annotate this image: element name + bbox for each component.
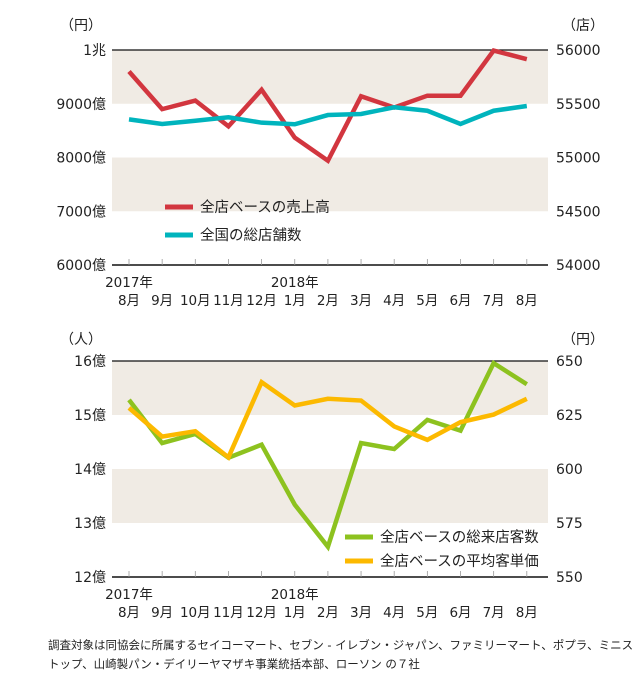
x-tick-label: 11月 [213,293,244,309]
grid-band [112,50,548,104]
x-tick-label: 5月 [416,293,438,309]
year-label: 2017年 [105,587,153,603]
legend-label: 全国の総店舗数 [200,226,302,244]
x-tick-label: 8月 [516,605,538,621]
right-axis-unit: （円） [562,332,604,348]
x-tick-label: 4月 [383,293,405,309]
left-tick-label: 14億 [74,462,106,478]
right-tick-label: 55000 [556,151,601,167]
right-tick-label: 550 [556,570,583,586]
year-label: 2017年 [105,275,153,291]
left-tick-label: 13億 [74,516,106,532]
left-tick-label: 6000億 [56,258,106,274]
x-tick-label: 3月 [350,605,372,621]
x-tick-label: 5月 [416,605,438,621]
legend-label: 全店ベースの売上高 [200,198,330,216]
x-tick-label: 3月 [350,293,372,309]
x-tick-label: 10月 [180,293,211,309]
right-tick-label: 625 [556,408,583,424]
x-tick-label: 1月 [284,605,306,621]
right-tick-label: 650 [556,354,583,370]
x-tick-label: 2月 [317,293,339,309]
x-tick-label: 11月 [213,605,244,621]
right-tick-label: 55500 [556,97,601,113]
series-line-2 [129,106,527,124]
right-tick-label: 56000 [556,43,601,59]
x-tick-label: 7月 [483,605,505,621]
x-tick-label: 12月 [246,293,277,309]
right-tick-label: 575 [556,516,583,532]
left-axis-unit: （円） [60,18,102,34]
x-tick-label: 9月 [151,293,173,309]
x-tick-label: 10月 [180,605,211,621]
x-tick-label: 8月 [118,605,140,621]
legend-label: 全店ベースの平均客単価 [380,552,539,570]
legend-label: 全店ベースの総来店客数 [380,528,539,546]
left-tick-label: 16億 [74,354,106,370]
x-tick-label: 8月 [516,293,538,309]
x-tick-label: 6月 [449,293,471,309]
footnote: 調査対象は同協会に所属するセイコーマート、セブン - イレブン・ジャパン、ファミ… [48,636,638,674]
left-tick-label: 9000億 [56,97,106,113]
left-axis-unit: （人） [60,332,102,348]
grid-band [112,158,548,212]
left-tick-label: 15億 [74,408,106,424]
left-tick-label: 12億 [74,570,106,586]
x-tick-label: 8月 [118,293,140,309]
grid-band [112,469,548,523]
year-label: 2018年 [271,587,319,603]
left-tick-label: 7000億 [56,204,106,220]
x-tick-label: 1月 [284,293,306,309]
x-tick-label: 2月 [317,605,339,621]
x-tick-label: 6月 [449,605,471,621]
right-tick-label: 54500 [556,204,601,220]
left-tick-label: 1兆 [83,43,106,59]
year-label: 2018年 [271,275,319,291]
x-tick-label: 7月 [483,293,505,309]
x-tick-label: 9月 [151,605,173,621]
x-tick-label: 4月 [383,605,405,621]
x-tick-label: 12月 [246,605,277,621]
right-tick-label: 54000 [556,258,601,274]
right-axis-unit: （店） [562,18,604,34]
left-tick-label: 8000億 [56,151,106,167]
right-tick-label: 600 [556,462,583,478]
